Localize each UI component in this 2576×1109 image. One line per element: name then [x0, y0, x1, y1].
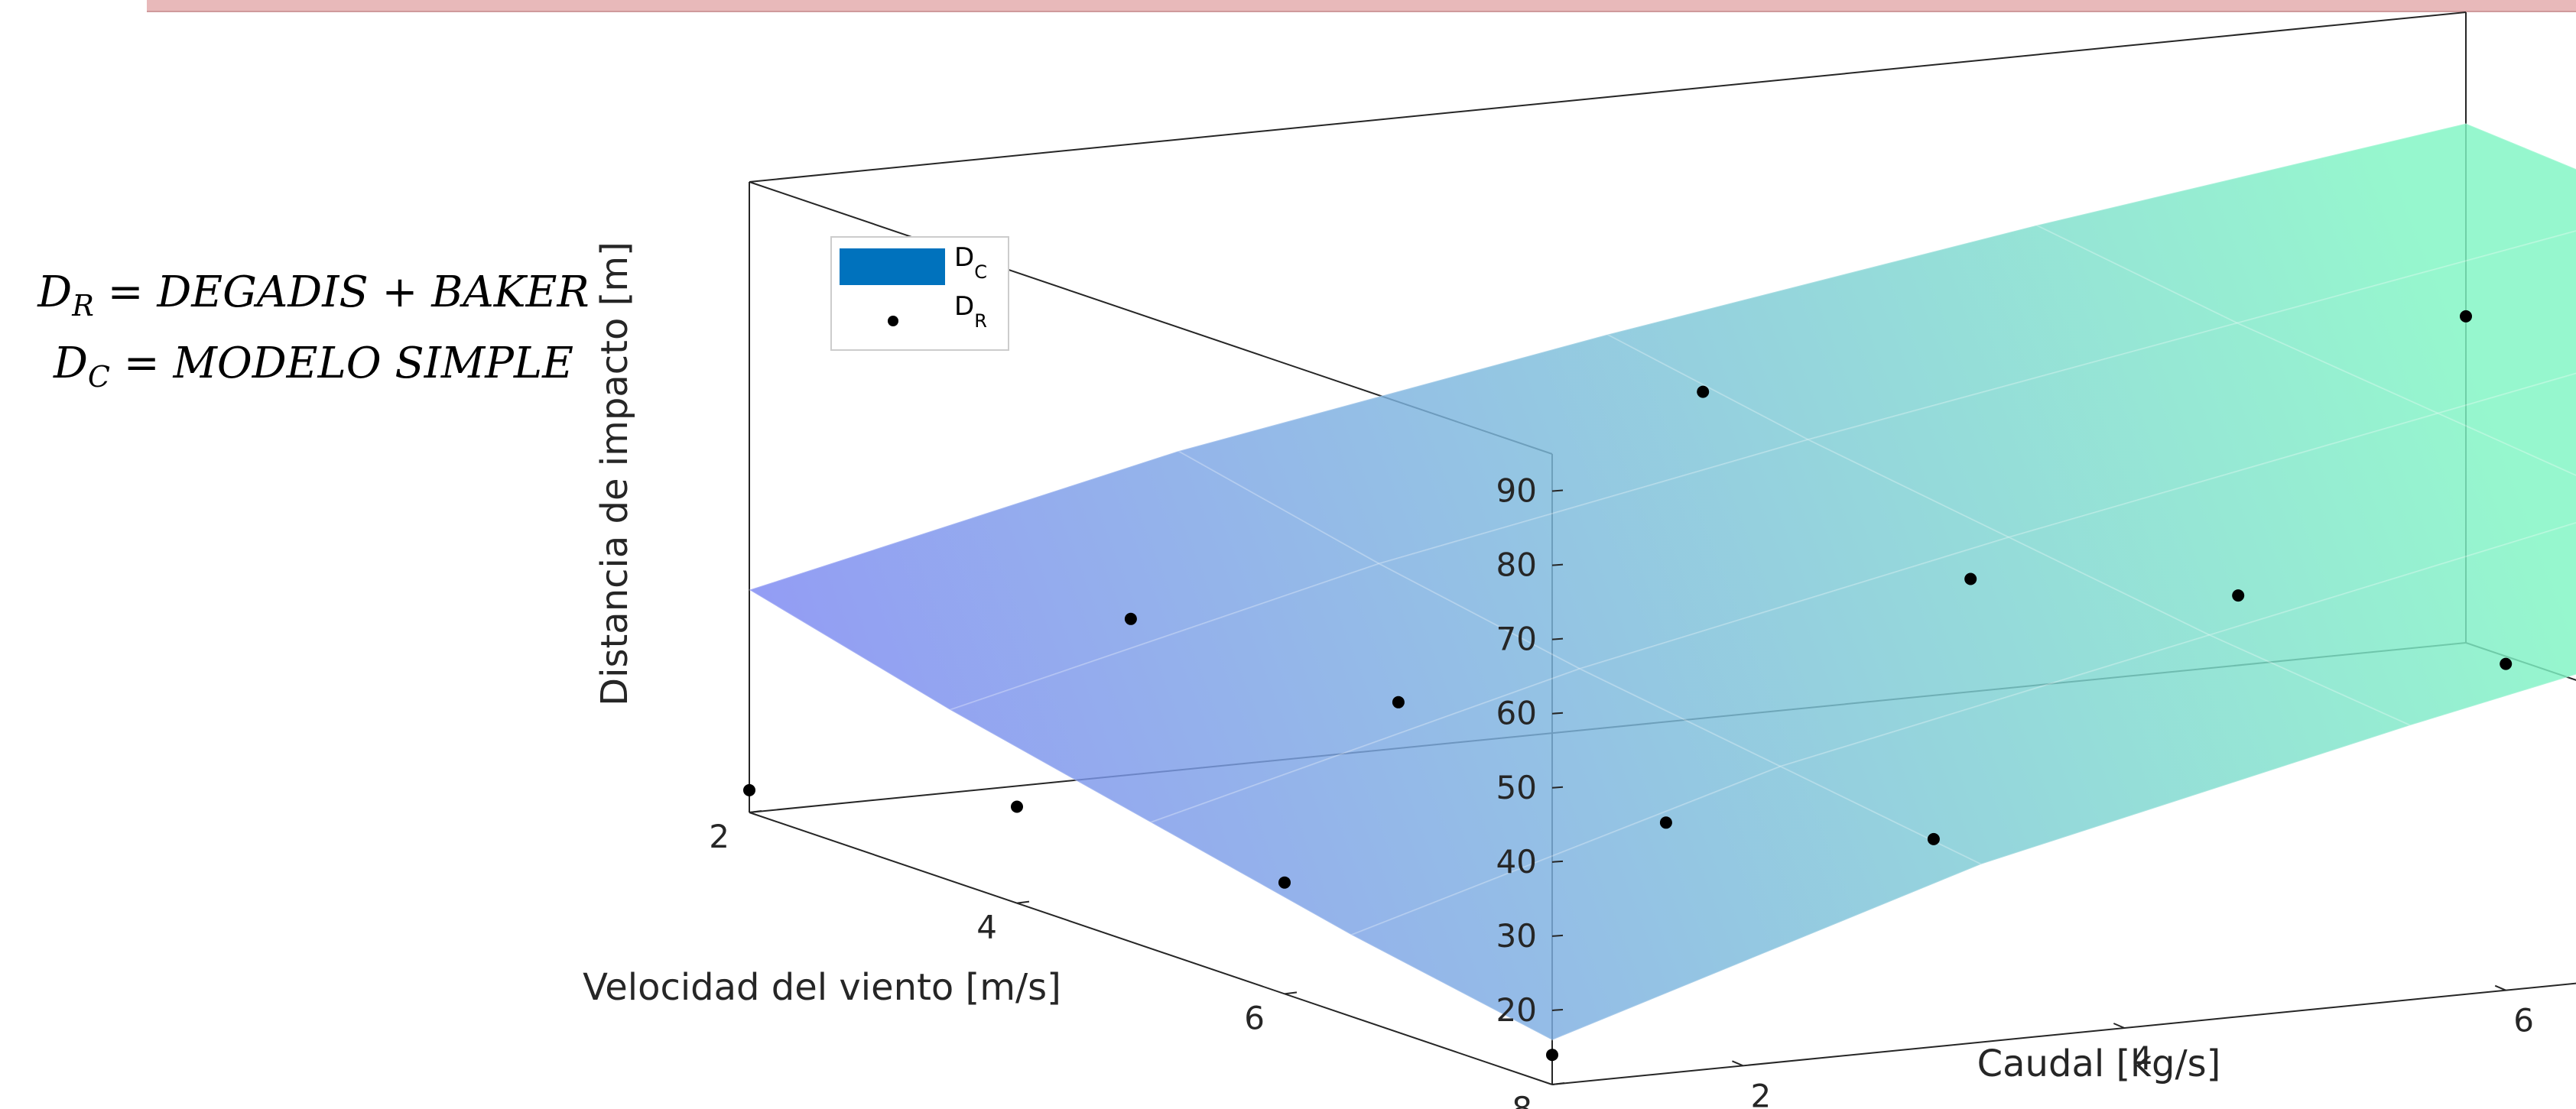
formula-dc: DC = MODELO SIMPLE	[23, 335, 604, 406]
y-tick-label: 4	[976, 909, 997, 946]
z-axis-label: Distancia de impacto [m]	[593, 242, 636, 706]
box-edge-top-back	[749, 11, 2467, 183]
legend: DC DR	[830, 236, 1009, 351]
z-tick-label: 80	[1496, 546, 1537, 584]
formula-dr-rhs: = DEGADIS + BAKER	[93, 268, 590, 317]
y-tick	[1551, 1082, 1565, 1085]
surface-dc	[747, 122, 2576, 1041]
formula-dr-sub: R	[72, 289, 94, 323]
formula-dc-sub: C	[87, 360, 110, 394]
legend-dr-marker	[888, 316, 898, 326]
z-tick	[1551, 860, 1564, 863]
x-tick-label: 2	[1750, 1077, 1771, 1109]
z-tick-label: 90	[1496, 472, 1537, 510]
point-dr	[2460, 310, 2472, 323]
formula-dr-var: D	[37, 268, 73, 317]
point-dr	[1659, 816, 1672, 829]
point-dr	[1278, 876, 1291, 889]
point-dr	[2500, 657, 2513, 670]
points-dr	[743, 310, 2513, 1062]
formula-dc-rhs: = MODELO SIMPLE	[109, 339, 573, 389]
point-dr	[1927, 832, 1940, 845]
z-tick-label: 30	[1496, 917, 1537, 955]
box-edge-floor-front	[1551, 982, 2576, 1085]
y-tick	[1016, 900, 1030, 904]
z-tick	[1551, 786, 1564, 789]
z-tick-label: 70	[1496, 621, 1537, 658]
point-dr	[743, 783, 755, 796]
y-axis-label: Velocidad del viento [m/s]	[583, 966, 1061, 1009]
z-tick-label: 40	[1496, 843, 1537, 880]
y-tick	[1284, 991, 1298, 995]
y-tick	[749, 810, 762, 813]
axis-ticks: 20304050607080902468102468	[709, 472, 2534, 1109]
point-dr	[2232, 589, 2245, 602]
surface-patch	[2235, 230, 2576, 414]
x-tick	[2494, 984, 2506, 991]
legend-dr-label: DR	[954, 291, 987, 332]
y-tick-label: 6	[1244, 999, 1265, 1036]
surface-patch	[2006, 412, 2576, 636]
axes-box-back	[749, 11, 2576, 1085]
x-tick-label: 6	[2513, 1002, 2534, 1039]
box-edge-floor-left	[749, 812, 1553, 1085]
point-dr	[1392, 696, 1405, 709]
z-tick	[1551, 563, 1564, 566]
x-axis-label: Caudal [kg/s]	[1977, 1043, 2221, 1085]
point-dr	[1124, 612, 1137, 625]
formula-legend: DR = DEGADIS + BAKER DC = MODELO SIMPLE	[23, 264, 604, 406]
z-tick	[1551, 712, 1564, 715]
z-tick-label: 20	[1496, 991, 1537, 1029]
legend-dc-swatch	[840, 248, 945, 285]
y-tick-label: 2	[709, 818, 729, 855]
x-tick-label: 4	[2132, 1039, 2152, 1077]
surface-patch	[2207, 521, 2576, 726]
x-tick	[1732, 1060, 1743, 1067]
point-dr	[1697, 385, 1710, 398]
y-tick-label: 8	[1512, 1090, 1532, 1109]
point-dr	[1964, 572, 1977, 585]
top-banner-strip	[147, 0, 2576, 12]
z-tick-label: 60	[1496, 695, 1537, 732]
point-dr	[1546, 1049, 1558, 1062]
x-tick	[2113, 1023, 2125, 1029]
surface-patch	[2435, 372, 2576, 476]
formula-dc-var: D	[53, 339, 88, 389]
z-tick	[1551, 637, 1564, 640]
legend-dc-label: DC	[954, 242, 987, 283]
surface-patch	[2034, 122, 2576, 324]
point-dr	[1011, 800, 1023, 813]
z-tick-label: 50	[1496, 769, 1537, 806]
formula-dr: DR = DEGADIS + BAKER	[23, 264, 604, 335]
